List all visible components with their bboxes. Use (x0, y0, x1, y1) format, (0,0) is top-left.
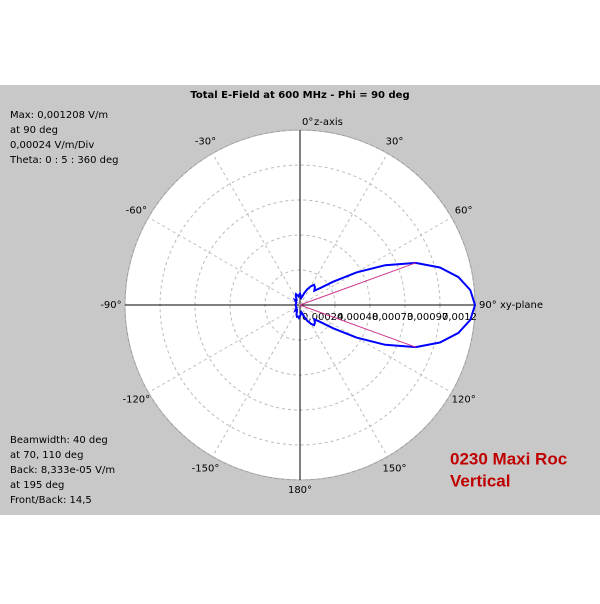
grid-spoke (148, 304, 301, 393)
beam-marker (299, 304, 417, 348)
theta-tick-label: -120° (122, 395, 150, 406)
info-text: 0,00024 V/m/Div (10, 140, 94, 151)
caption: Vertical (450, 471, 511, 490)
grid-spoke (299, 153, 388, 306)
theta-tick-label: 60° (455, 206, 473, 217)
grid-spoke (299, 217, 452, 306)
theta-tick-label: -30° (195, 136, 216, 147)
grid-spoke (212, 304, 301, 457)
info-text: at 90 deg (10, 125, 58, 136)
theta-tick-label: 150° (382, 464, 406, 475)
info-text: Back: 8,333e-05 V/m (10, 465, 115, 476)
theta-tick-label: -90° (100, 300, 121, 311)
theta-tick-label: 120° (452, 395, 476, 406)
axis-label: z-axis (314, 117, 343, 128)
grid-spoke (299, 304, 388, 457)
grid-spoke (148, 217, 301, 306)
theta-tick-label: 90° (479, 300, 497, 311)
chart-title: Total E-Field at 600 MHz - Phi = 90 deg (190, 90, 409, 101)
info-text: Beamwidth: 40 deg (10, 435, 108, 446)
theta-tick-label: -150° (192, 464, 220, 475)
grid-spoke (212, 153, 301, 306)
info-text: Front/Back: 14,5 (10, 495, 92, 506)
grid-spoke (299, 304, 452, 393)
info-text: Theta: 0 : 5 : 360 deg (9, 155, 119, 166)
theta-tick-label: 0° (302, 117, 313, 128)
info-text: at 70, 110 deg (10, 450, 83, 461)
r-tick-label: 0,00097 (407, 312, 448, 323)
pattern-line (292, 261, 477, 349)
info-text: Max: 0,001208 V/m (10, 110, 108, 121)
r-tick-label: 0,00073 (372, 312, 413, 323)
caption: 0230 Maxi Roc (450, 449, 567, 468)
r-tick-label: 0,00024 (302, 312, 343, 323)
info-text: at 195 deg (10, 480, 64, 491)
axis-label: xy-plane (500, 300, 543, 311)
r-tick-label: 0,00048 (337, 312, 378, 323)
theta-tick-label: -60° (126, 206, 147, 217)
theta-tick-label: 180° (288, 485, 312, 496)
r-tick-label: 0,0012 (442, 312, 477, 323)
theta-tick-label: 30° (386, 136, 404, 147)
beam-marker (299, 262, 417, 306)
